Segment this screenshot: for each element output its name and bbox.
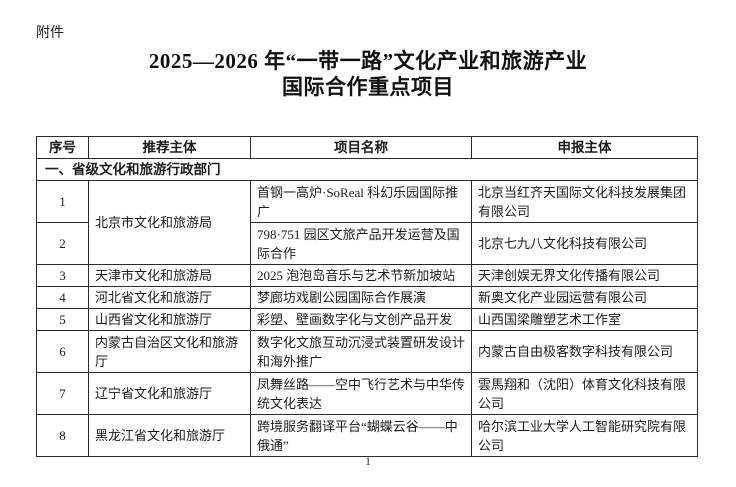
table-row: 3 天津市文化和旅游局 2025 泡泡岛音乐与艺术节新加坡站 天津创娱无界文化传… — [36, 264, 698, 287]
section-title: 一、省级文化和旅游行政部门 — [36, 158, 698, 181]
header-serial: 序号 — [36, 136, 89, 159]
cell-serial: 6 — [36, 330, 89, 373]
header-recommender: 推荐主体 — [88, 136, 251, 159]
cell-serial: 1 — [36, 180, 89, 223]
projects-table: 序号 推荐主体 项目名称 申报主体 一、省级文化和旅游行政部门 1 北京市文化和… — [36, 136, 698, 457]
cell-declarer: 山西国梁雕塑艺术工作室 — [471, 308, 698, 331]
table-row: 7 辽宁省文化和旅游厅 凤舞丝路——空中飞行艺术与中华传统文化表达 雲馬翔和（沈… — [36, 372, 698, 415]
cell-declarer: 雲馬翔和（沈阳）体育文化科技有限公司 — [471, 372, 698, 415]
cell-project: 798·751 园区文旅产品开发运营及国际合作 — [250, 222, 472, 265]
cell-serial: 3 — [36, 264, 89, 287]
cell-serial: 2 — [36, 222, 89, 265]
table-header-row: 序号 推荐主体 项目名称 申报主体 — [36, 136, 698, 159]
cell-serial: 7 — [36, 372, 89, 415]
cell-recommender: 河北省文化和旅游厅 — [88, 286, 251, 309]
cell-project: 彩塑、壁画数字化与文创产品开发 — [250, 308, 472, 331]
header-project: 项目名称 — [250, 136, 472, 159]
page-number: 1 — [365, 454, 371, 468]
document-title-line2: 国际合作重点项目 — [282, 75, 454, 99]
cell-recommender: 山西省文化和旅游厅 — [88, 308, 251, 331]
table-row: 4 河北省文化和旅游厅 梦廊坊戏剧公园国际合作展演 新奥文化产业园运营有限公司 — [36, 286, 698, 309]
section-row: 一、省级文化和旅游行政部门 — [36, 158, 698, 181]
table-row: 2 798·751 园区文旅产品开发运营及国际合作 北京七九八文化科技有限公司 — [36, 222, 698, 265]
cell-declarer: 哈尔滨工业大学人工智能研究院有限公司 — [471, 414, 698, 457]
cell-project: 梦廊坊戏剧公园国际合作展演 — [250, 286, 472, 309]
cell-recommender: 辽宁省文化和旅游厅 — [88, 372, 251, 415]
cell-recommender: 天津市文化和旅游局 — [88, 264, 251, 287]
table-row: 5 山西省文化和旅游厅 彩塑、壁画数字化与文创产品开发 山西国梁雕塑艺术工作室 — [36, 308, 698, 331]
cell-project: 数字化文旅互动沉浸式装置研发设计和海外推广 — [250, 330, 472, 373]
cell-serial: 8 — [36, 414, 89, 457]
cell-project: 凤舞丝路——空中飞行艺术与中华传统文化表达 — [250, 372, 472, 415]
cell-recommender: 黑龙江省文化和旅游厅 — [88, 414, 251, 457]
table-row: 1 北京市文化和旅游局 首钢一高炉·SoReal 科幻乐园国际推广 北京当红齐天… — [36, 180, 698, 265]
cell-declarer: 新奥文化产业园运营有限公司 — [471, 286, 698, 309]
table-row: 8 黑龙江省文化和旅游厅 跨境服务翻译平台“蝴蝶云谷——中俄通” 哈尔滨工业大学… — [36, 414, 698, 457]
attachment-label: 附件 — [36, 24, 64, 40]
cell-project: 首钢一高炉·SoReal 科幻乐园国际推广 — [250, 180, 472, 223]
header-declarer: 申报主体 — [471, 136, 698, 159]
cell-declarer: 北京七九八文化科技有限公司 — [471, 222, 698, 265]
cell-project: 跨境服务翻译平台“蝴蝶云谷——中俄通” — [250, 414, 472, 457]
document-title-line1: 2025—2026 年“一带一路”文化产业和旅游产业 — [148, 49, 588, 73]
cell-declarer: 内蒙古自由极客数字科技有限公司 — [471, 330, 698, 373]
cell-serial: 4 — [36, 286, 89, 309]
cell-recommender: 内蒙古自治区文化和旅游厅 — [88, 330, 251, 373]
cell-recommender: 北京市文化和旅游局 — [88, 180, 251, 265]
cell-serial: 5 — [36, 308, 89, 331]
document-title: 2025—2026 年“一带一路”文化产业和旅游产业 国际合作重点项目 — [0, 48, 736, 100]
cell-declarer: 天津创娱无界文化传播有限公司 — [471, 264, 698, 287]
table-row: 6 内蒙古自治区文化和旅游厅 数字化文旅互动沉浸式装置研发设计和海外推广 内蒙古… — [36, 330, 698, 373]
cell-declarer: 北京当红齐天国际文化科技发展集团有限公司 — [471, 180, 698, 223]
cell-project: 2025 泡泡岛音乐与艺术节新加坡站 — [250, 264, 472, 287]
